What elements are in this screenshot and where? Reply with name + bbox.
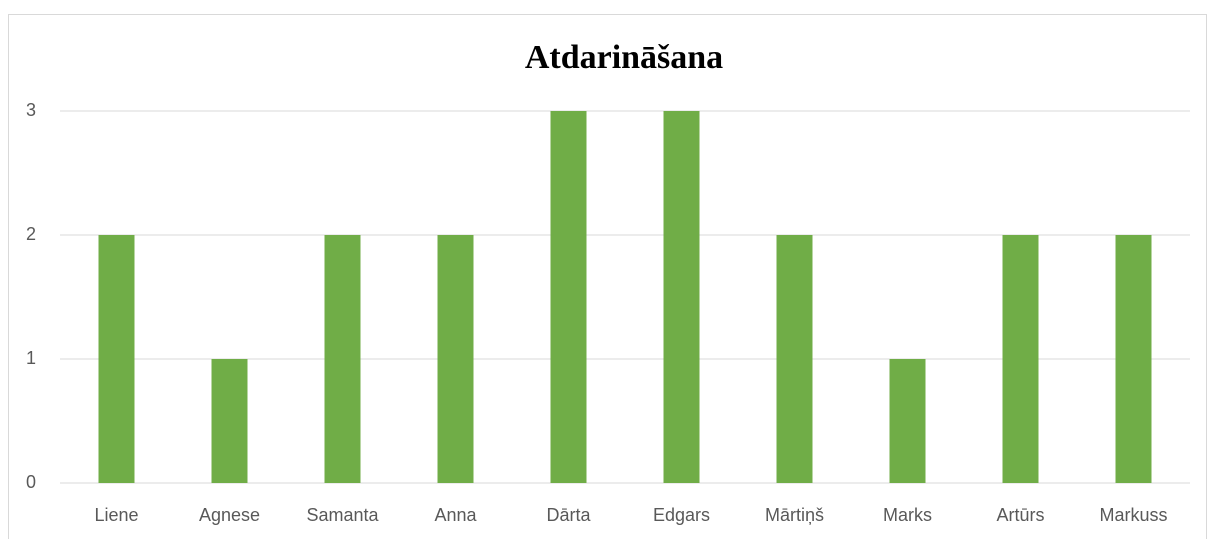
y-tick-label: 2 [26, 224, 36, 244]
x-tick-label: Dārta [546, 505, 591, 525]
bar [550, 111, 587, 483]
chart-title: Atdarināšana [525, 39, 723, 76]
bar [1002, 235, 1039, 483]
x-tick-label: Liene [94, 505, 138, 525]
x-tick-label: Anna [434, 505, 477, 525]
y-tick-label: 0 [26, 472, 36, 492]
bar [889, 359, 926, 483]
x-tick-label: Agnese [199, 505, 260, 525]
bar [776, 235, 813, 483]
x-tick-label: Edgars [653, 505, 710, 525]
x-tick-label: Markuss [1099, 505, 1167, 525]
bar [98, 235, 135, 483]
x-tick-label: Marks [883, 505, 932, 525]
bar [211, 359, 248, 483]
bar [324, 235, 361, 483]
y-tick-label: 3 [26, 100, 36, 120]
bar [1115, 235, 1152, 483]
bar [663, 111, 700, 483]
y-tick-label: 1 [26, 348, 36, 368]
x-tick-label: Artūrs [996, 505, 1044, 525]
chart-border [8, 14, 1207, 539]
x-tick-label: Mārtiņš [765, 505, 824, 525]
x-tick-label: Samanta [306, 505, 379, 525]
bar [437, 235, 474, 483]
